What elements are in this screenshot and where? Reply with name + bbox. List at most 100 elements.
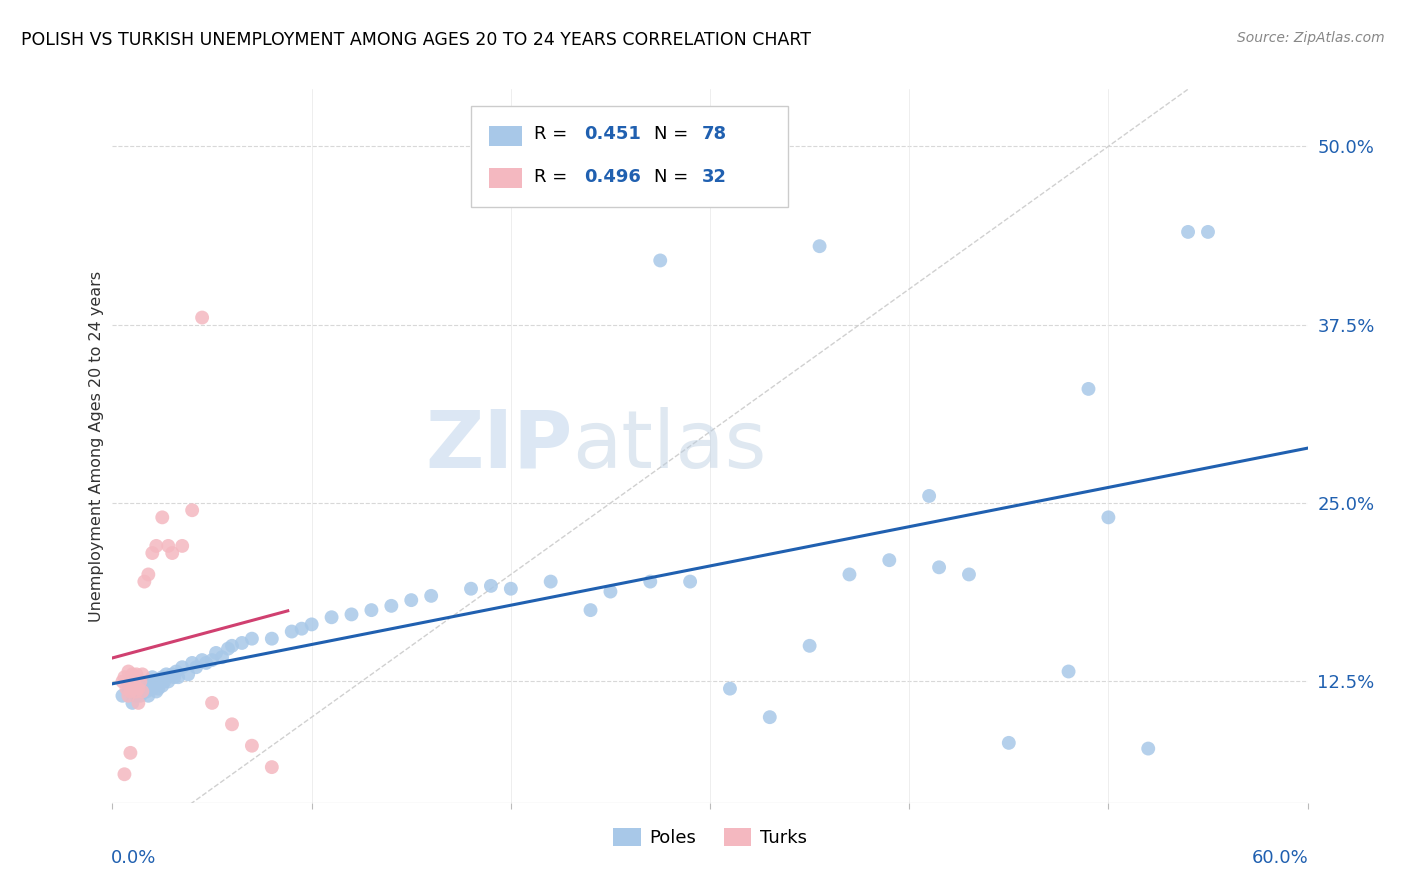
Point bbox=[260, 632, 283, 646]
Point bbox=[201, 696, 224, 710]
Point bbox=[221, 717, 243, 731]
Point bbox=[127, 681, 149, 696]
Point bbox=[121, 681, 143, 696]
Point bbox=[240, 739, 263, 753]
Point bbox=[928, 560, 950, 574]
Point bbox=[201, 653, 224, 667]
Point bbox=[111, 674, 134, 689]
Point bbox=[117, 689, 139, 703]
Point bbox=[211, 650, 233, 665]
Point bbox=[117, 665, 139, 679]
Legend: Poles, Turks: Poles, Turks bbox=[606, 821, 814, 855]
Point bbox=[131, 667, 153, 681]
Text: atlas: atlas bbox=[572, 407, 766, 485]
Text: 0.496: 0.496 bbox=[585, 168, 641, 186]
Point bbox=[221, 639, 243, 653]
Point bbox=[718, 681, 741, 696]
Point bbox=[125, 667, 148, 681]
Point bbox=[138, 689, 160, 703]
Y-axis label: Unemployment Among Ages 20 to 24 years: Unemployment Among Ages 20 to 24 years bbox=[89, 270, 104, 622]
FancyBboxPatch shape bbox=[471, 105, 787, 207]
Point bbox=[499, 582, 522, 596]
Point bbox=[150, 670, 173, 684]
Point bbox=[148, 681, 170, 696]
Text: 32: 32 bbox=[702, 168, 727, 186]
Point bbox=[145, 684, 167, 698]
Point bbox=[141, 681, 163, 696]
Point bbox=[121, 696, 143, 710]
Point bbox=[579, 603, 602, 617]
Point bbox=[281, 624, 304, 639]
Point bbox=[1057, 665, 1080, 679]
Point bbox=[838, 567, 860, 582]
Text: ZIP: ZIP bbox=[426, 407, 572, 485]
Point bbox=[117, 681, 139, 696]
Point bbox=[121, 667, 143, 681]
Point bbox=[1077, 382, 1099, 396]
Point bbox=[124, 674, 146, 689]
Point bbox=[808, 239, 831, 253]
Point bbox=[240, 632, 263, 646]
Text: 78: 78 bbox=[702, 125, 727, 143]
Point bbox=[460, 582, 482, 596]
Point bbox=[138, 681, 160, 696]
Point bbox=[120, 684, 142, 698]
Point bbox=[143, 679, 166, 693]
Point bbox=[135, 684, 157, 698]
Point bbox=[1137, 741, 1160, 756]
Point bbox=[1177, 225, 1199, 239]
Point bbox=[191, 310, 214, 325]
Point bbox=[127, 681, 149, 696]
Point bbox=[129, 674, 152, 689]
Point bbox=[150, 679, 173, 693]
Point bbox=[420, 589, 443, 603]
Text: 0.451: 0.451 bbox=[585, 125, 641, 143]
Point bbox=[134, 574, 156, 589]
Point bbox=[121, 674, 143, 689]
Point bbox=[167, 670, 190, 684]
Point bbox=[321, 610, 343, 624]
Point bbox=[120, 746, 142, 760]
Point bbox=[599, 584, 621, 599]
Point bbox=[679, 574, 702, 589]
Point bbox=[162, 667, 183, 681]
Point bbox=[231, 636, 253, 650]
Point bbox=[260, 760, 283, 774]
Text: 60.0%: 60.0% bbox=[1251, 849, 1309, 867]
Point bbox=[172, 660, 194, 674]
Point bbox=[759, 710, 782, 724]
Point bbox=[879, 553, 901, 567]
Point bbox=[157, 539, 180, 553]
Point bbox=[479, 579, 502, 593]
Point bbox=[153, 674, 176, 689]
Point bbox=[131, 684, 153, 698]
Point bbox=[998, 736, 1021, 750]
Point bbox=[177, 667, 200, 681]
Point bbox=[181, 656, 204, 670]
Point bbox=[131, 684, 153, 698]
Point bbox=[186, 660, 208, 674]
Point bbox=[138, 567, 160, 582]
Point bbox=[162, 546, 183, 560]
Point bbox=[191, 653, 214, 667]
Text: N =: N = bbox=[654, 125, 693, 143]
Point bbox=[114, 670, 135, 684]
Text: N =: N = bbox=[654, 168, 693, 186]
Point bbox=[957, 567, 980, 582]
Point bbox=[195, 656, 218, 670]
Point bbox=[131, 674, 153, 689]
Point bbox=[111, 689, 134, 703]
Point bbox=[134, 679, 156, 693]
Point bbox=[918, 489, 941, 503]
Point bbox=[799, 639, 821, 653]
Point bbox=[181, 503, 204, 517]
Point bbox=[650, 253, 672, 268]
Point bbox=[163, 670, 186, 684]
Text: POLISH VS TURKISH UNEMPLOYMENT AMONG AGES 20 TO 24 YEARS CORRELATION CHART: POLISH VS TURKISH UNEMPLOYMENT AMONG AGE… bbox=[21, 31, 811, 49]
Text: R =: R = bbox=[534, 168, 574, 186]
Point bbox=[340, 607, 363, 622]
FancyBboxPatch shape bbox=[489, 169, 523, 188]
Point bbox=[155, 667, 177, 681]
Point bbox=[172, 539, 194, 553]
Point bbox=[114, 767, 135, 781]
